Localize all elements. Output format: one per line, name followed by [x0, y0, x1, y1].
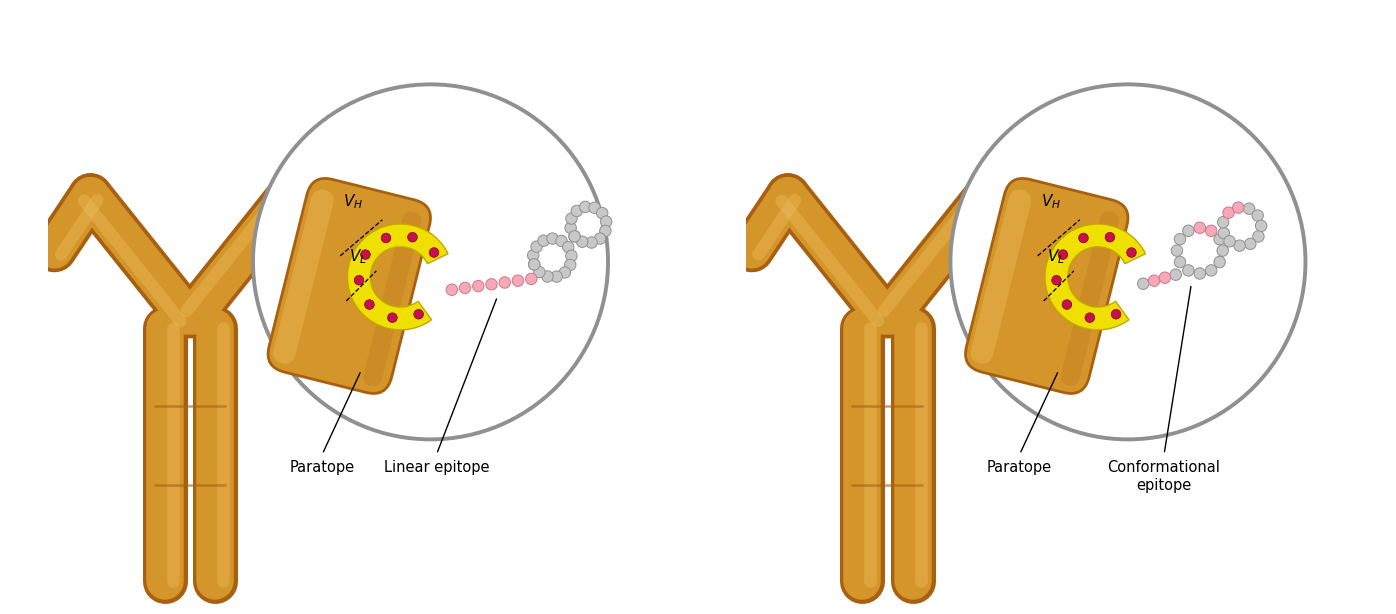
Circle shape: [1182, 265, 1194, 276]
Circle shape: [577, 236, 588, 247]
Text: $V_L$: $V_L$: [349, 247, 367, 266]
Circle shape: [1217, 245, 1228, 256]
Circle shape: [253, 84, 609, 440]
Circle shape: [1223, 207, 1234, 219]
Circle shape: [360, 250, 370, 259]
Circle shape: [1051, 276, 1061, 285]
Circle shape: [1058, 250, 1068, 259]
Circle shape: [1170, 269, 1181, 281]
Circle shape: [1206, 225, 1217, 236]
FancyBboxPatch shape: [970, 190, 1032, 363]
Text: Paratope: Paratope: [289, 460, 355, 475]
Circle shape: [1217, 217, 1228, 228]
Circle shape: [586, 237, 597, 248]
Circle shape: [556, 235, 567, 247]
Circle shape: [1127, 247, 1136, 257]
Text: Paratope: Paratope: [987, 460, 1053, 475]
FancyBboxPatch shape: [966, 179, 1128, 394]
Circle shape: [529, 258, 540, 270]
Circle shape: [596, 208, 607, 219]
Circle shape: [459, 282, 470, 293]
FancyBboxPatch shape: [268, 179, 430, 394]
Circle shape: [1194, 268, 1206, 279]
FancyBboxPatch shape: [1061, 211, 1118, 386]
Circle shape: [565, 250, 577, 262]
Text: $V_H$: $V_H$: [1040, 192, 1061, 211]
Circle shape: [529, 258, 540, 270]
Circle shape: [568, 231, 581, 242]
Circle shape: [1111, 309, 1121, 319]
Circle shape: [565, 213, 577, 224]
Circle shape: [568, 231, 581, 242]
Circle shape: [525, 273, 537, 285]
Polygon shape: [348, 224, 448, 330]
Circle shape: [429, 247, 438, 257]
Text: Linear epitope: Linear epitope: [384, 460, 489, 475]
Circle shape: [364, 300, 374, 309]
Circle shape: [530, 241, 542, 252]
Circle shape: [1159, 272, 1171, 284]
Circle shape: [498, 277, 511, 288]
Circle shape: [1174, 256, 1185, 268]
Circle shape: [1106, 232, 1115, 242]
Text: Conformational
epitope: Conformational epitope: [1107, 460, 1220, 493]
Circle shape: [1219, 227, 1230, 239]
Text: $V_L$: $V_L$: [1047, 247, 1064, 266]
Polygon shape: [1046, 224, 1146, 330]
Circle shape: [1233, 202, 1244, 213]
Circle shape: [951, 84, 1305, 440]
Circle shape: [547, 233, 558, 244]
Circle shape: [1234, 240, 1245, 251]
Circle shape: [473, 281, 484, 292]
Circle shape: [533, 266, 544, 278]
FancyBboxPatch shape: [274, 190, 334, 363]
Circle shape: [560, 266, 571, 278]
Circle shape: [1245, 238, 1256, 249]
Circle shape: [1252, 231, 1265, 242]
Circle shape: [1062, 300, 1072, 309]
Circle shape: [1215, 233, 1226, 245]
Circle shape: [563, 241, 574, 253]
Circle shape: [1244, 203, 1255, 214]
Circle shape: [537, 235, 549, 246]
Circle shape: [1194, 222, 1206, 233]
Circle shape: [1252, 210, 1263, 221]
Circle shape: [413, 309, 423, 319]
Circle shape: [1224, 236, 1235, 247]
Circle shape: [447, 284, 458, 295]
Circle shape: [1085, 313, 1094, 322]
Circle shape: [1079, 233, 1089, 243]
Circle shape: [355, 276, 364, 285]
Circle shape: [512, 275, 524, 286]
Circle shape: [486, 279, 497, 290]
Circle shape: [1171, 245, 1182, 256]
Circle shape: [1174, 233, 1185, 245]
Circle shape: [388, 313, 398, 322]
Circle shape: [1149, 275, 1160, 286]
Circle shape: [579, 201, 591, 212]
Text: $V_H$: $V_H$: [343, 192, 363, 211]
Circle shape: [528, 249, 539, 261]
Circle shape: [551, 271, 563, 282]
Circle shape: [1138, 278, 1149, 289]
Circle shape: [1255, 220, 1268, 231]
FancyBboxPatch shape: [363, 211, 422, 386]
Circle shape: [600, 216, 611, 227]
Circle shape: [1206, 265, 1217, 276]
Circle shape: [571, 205, 582, 217]
Circle shape: [589, 202, 600, 214]
Circle shape: [1215, 256, 1226, 268]
Circle shape: [542, 271, 553, 282]
Circle shape: [600, 225, 611, 236]
Circle shape: [565, 222, 577, 233]
Circle shape: [408, 232, 417, 242]
Circle shape: [595, 233, 606, 244]
Circle shape: [1182, 225, 1194, 236]
Circle shape: [381, 233, 391, 243]
Circle shape: [564, 259, 577, 271]
